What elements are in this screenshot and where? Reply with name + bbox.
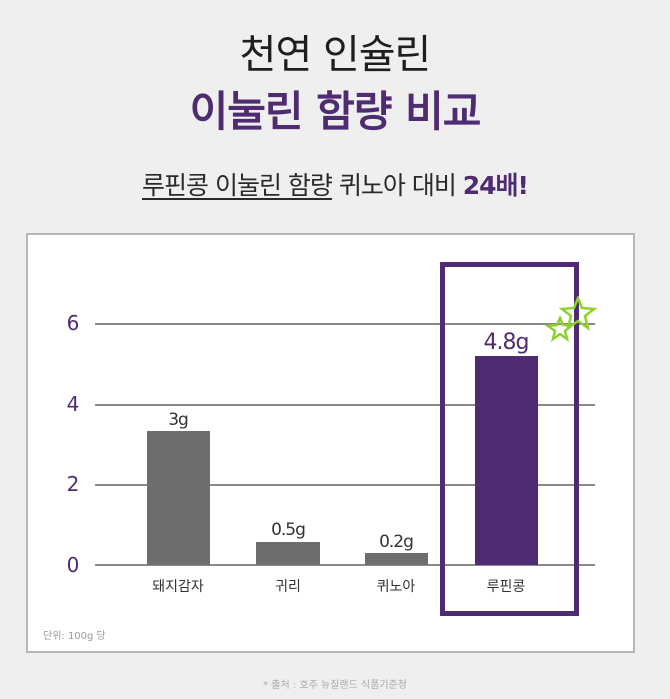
value-label-퀴노아: 0.2g (379, 532, 414, 552)
y-tick-2: 2 (66, 472, 80, 496)
highlight-box (440, 262, 579, 616)
gridline-0 (95, 564, 595, 566)
title-line-1: 천연 인슐린 (239, 32, 432, 78)
y-tick-0: 0 (66, 553, 80, 577)
bar-귀리 (256, 542, 320, 565)
sparkle-stars-icon (544, 296, 598, 342)
bar-퀴노아 (365, 553, 428, 565)
source-note: * 출처 : 호주 뉴질랜드 식품기준청 (263, 680, 407, 691)
x-label-귀리: 귀리 (275, 579, 301, 595)
value-label-루핀콩: 4.8g (483, 330, 530, 355)
x-label-루핀콩: 루핀콩 (486, 579, 526, 595)
unit-note: 단위: 100g 당 (43, 631, 106, 642)
subtitle: 루핀콩 이눌린 함량 퀴노아 대비 24배! (0, 166, 670, 202)
gridline-4 (95, 404, 595, 406)
y-tick-4: 4 (66, 392, 80, 416)
y-tick-6: 6 (66, 311, 80, 335)
subtitle-middle: 퀴노아 대비 (331, 171, 463, 200)
value-label-돼지감자: 3g (168, 410, 189, 430)
subtitle-highlight: 24배! (462, 171, 529, 200)
x-label-퀴노아: 퀴노아 (376, 579, 416, 595)
subtitle-underlined: 루핀콩 이눌린 함량 (142, 171, 333, 200)
gridline-2 (95, 484, 595, 486)
value-label-귀리: 0.5g (271, 520, 306, 540)
bar-돼지감자 (147, 431, 210, 565)
title-line-2: 이눌린 함량 비교 (189, 87, 482, 136)
gridline-6 (95, 323, 595, 325)
bar-루핀콩 (475, 356, 538, 565)
x-label-돼지감자: 돼지감자 (152, 579, 204, 595)
